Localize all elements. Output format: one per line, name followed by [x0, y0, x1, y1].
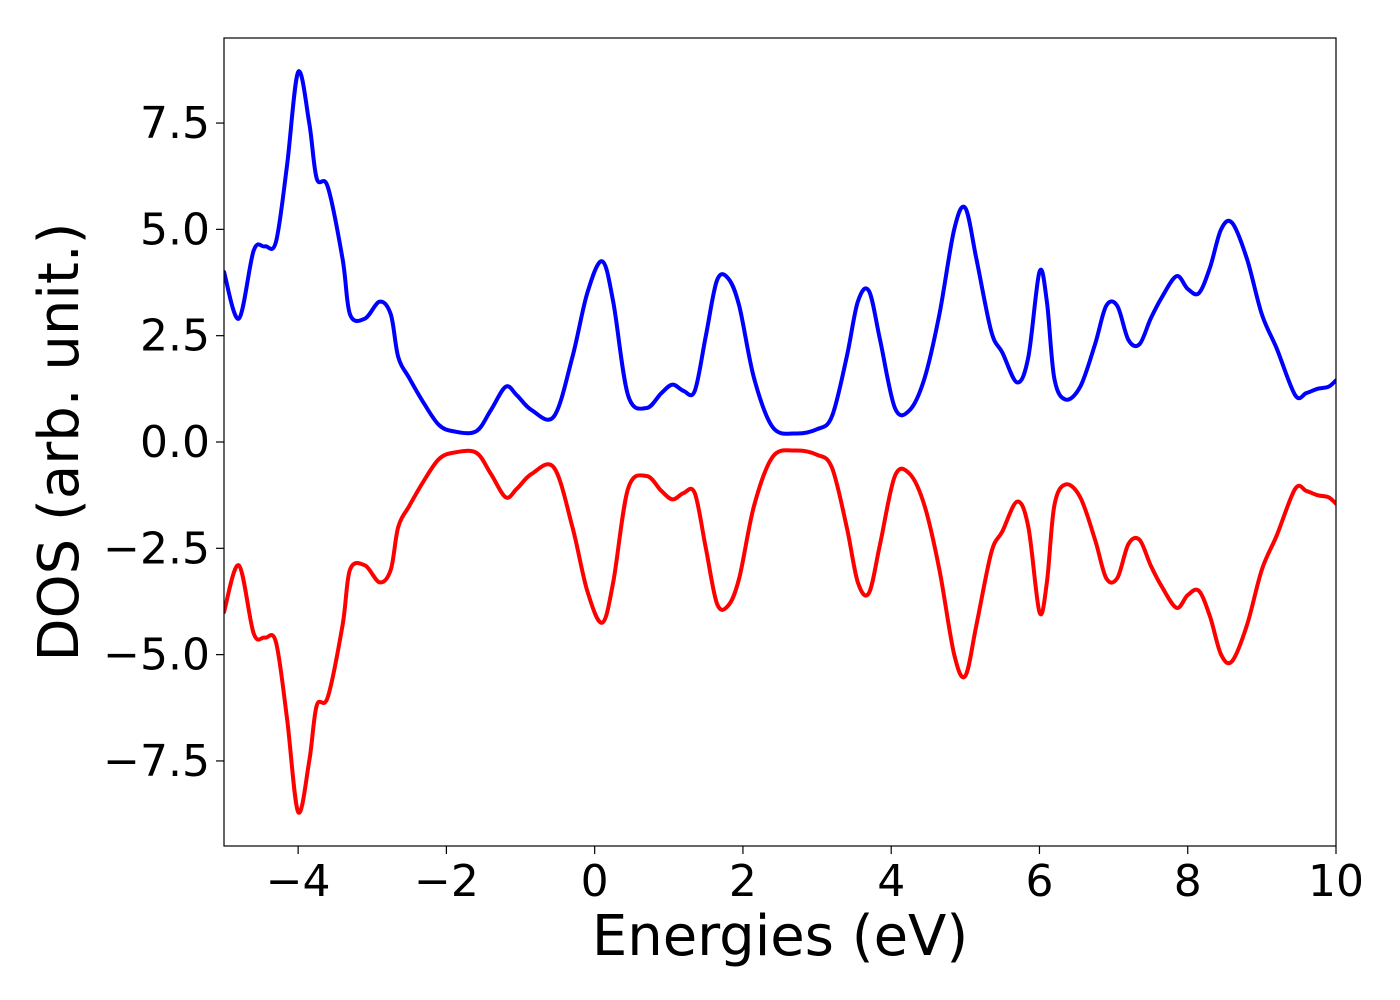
y-tick-label: 7.5: [140, 98, 210, 149]
series-line-2: [224, 448, 1336, 815]
y-tick-label: −7.5: [103, 736, 210, 787]
x-axis-title: Energies (eV): [592, 904, 968, 969]
x-axis: −4 −2 0 2 4 6 8 10: [266, 846, 1364, 907]
y-tick-label: 5.0: [140, 204, 210, 255]
series-layer: [224, 69, 1336, 815]
x-tick-label: 6: [1025, 856, 1053, 907]
x-tick-label: −4: [266, 856, 331, 907]
x-tick-label: 10: [1308, 856, 1364, 907]
plot-frame: [223, 37, 1337, 847]
y-tick-label: −2.5: [103, 523, 210, 574]
y-axis: 7.5 5.0 2.5 0.0 −2.5 −5.0 −7.5: [103, 98, 224, 787]
x-tick-label: 0: [581, 856, 609, 907]
x-tick-label: 2: [729, 856, 757, 907]
y-tick-label: 2.5: [140, 311, 210, 362]
x-tick-label: 4: [877, 856, 905, 907]
x-tick-label: −2: [414, 856, 479, 907]
y-axis-title: DOS (arb. unit.): [27, 222, 92, 661]
y-tick-label: −5.0: [103, 630, 210, 681]
x-tick-label: 8: [1174, 856, 1202, 907]
series-line-1: [224, 69, 1336, 436]
y-tick-label: 0.0: [140, 417, 210, 468]
